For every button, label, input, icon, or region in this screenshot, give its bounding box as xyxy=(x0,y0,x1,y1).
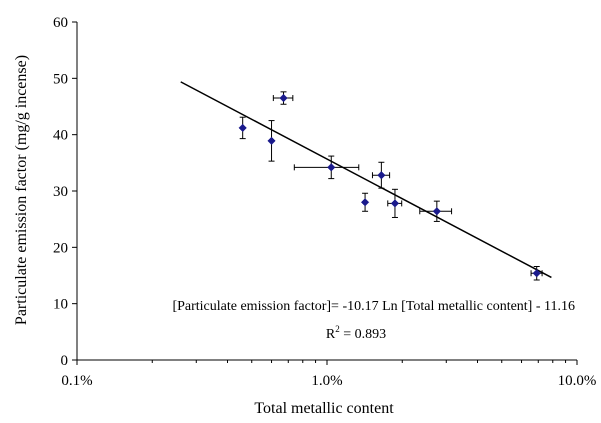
y-axis-label: Particulate emission factor (mg/g incens… xyxy=(13,55,30,325)
regression-line xyxy=(180,81,552,279)
x-tick-label: 10.0% xyxy=(558,373,597,389)
data-point xyxy=(267,136,276,146)
tick-labels: 0 10 20 30 40 50 60 0.1% 1.0% 10.0% xyxy=(53,15,596,389)
axes xyxy=(72,21,578,365)
data-points xyxy=(238,93,541,278)
data-point xyxy=(238,123,247,133)
y-tick-label: 20 xyxy=(53,240,68,256)
data-point xyxy=(432,207,441,216)
y-tick-label: 10 xyxy=(53,297,68,313)
x-tick-label: 1.0% xyxy=(311,373,342,389)
y-tick-label: 60 xyxy=(53,15,68,31)
r2-annotation: R2 = 0.893 xyxy=(326,324,386,342)
fit-layer xyxy=(180,81,552,279)
data-point xyxy=(279,93,288,103)
data-point xyxy=(532,269,541,278)
x-axis-label: Total metallic content xyxy=(254,400,394,417)
error-bars xyxy=(239,91,543,281)
y-tick-label: 40 xyxy=(53,128,68,144)
data-point xyxy=(377,171,386,180)
y-tick-label: 50 xyxy=(53,71,68,87)
x-tick-label: 0.1% xyxy=(61,373,92,389)
equation-annotation: [Particulate emission factor]= -10.17 Ln… xyxy=(172,299,575,314)
data-point xyxy=(390,199,400,208)
y-tick-label: 30 xyxy=(53,184,68,200)
data-point xyxy=(360,198,370,207)
y-tick-label: 0 xyxy=(61,353,69,369)
data-point xyxy=(327,163,336,172)
